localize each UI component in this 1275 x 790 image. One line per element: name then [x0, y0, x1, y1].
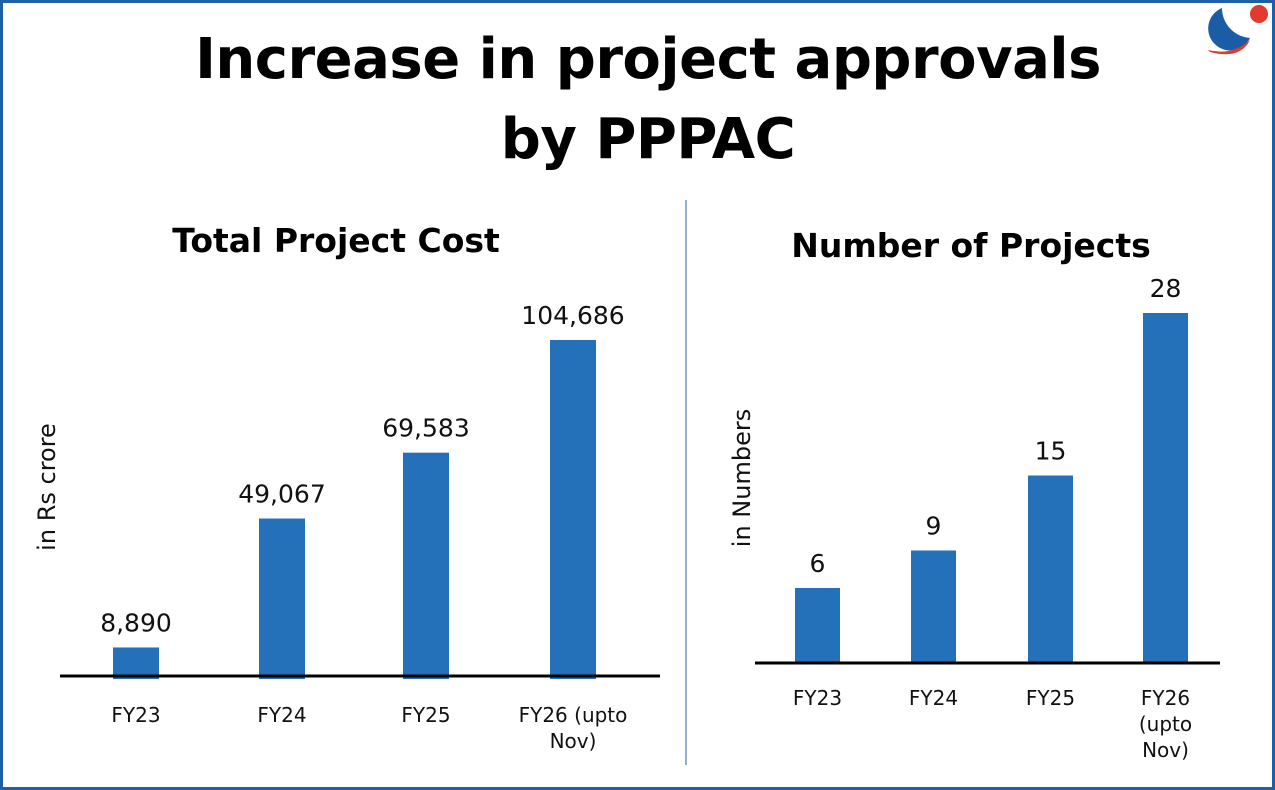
x-tick-label: FY25	[1026, 686, 1075, 710]
x-tick-label: Nov)	[1142, 738, 1189, 762]
bar-fy25	[403, 452, 449, 679]
x-tick-label: FY23	[111, 703, 160, 727]
y-axis-label: in Rs crore	[33, 423, 61, 551]
chart-title: Total Project Cost	[172, 221, 500, 260]
x-tick-label: FY26	[1141, 686, 1190, 710]
chart-title: Number of Projects	[791, 226, 1151, 265]
data-label: 9	[926, 512, 942, 541]
x-tick-label: FY24	[909, 686, 958, 710]
bar-fy26	[1143, 313, 1188, 663]
data-label: 28	[1150, 274, 1182, 303]
x-tick-label: FY23	[793, 686, 842, 710]
data-label: 6	[810, 549, 826, 578]
y-axis-label: in Numbers	[728, 409, 756, 547]
data-label: 49,067	[238, 480, 325, 509]
bar-fy24	[259, 518, 305, 679]
data-label: 69,583	[382, 414, 469, 443]
bar-fy25	[1028, 475, 1073, 663]
main-title-line-2: by PPPAC	[501, 107, 796, 172]
x-tick-label: Nov)	[550, 729, 597, 753]
globe-swoosh-logo	[1208, 5, 1268, 55]
x-tick-label: FY26 (upto	[519, 703, 628, 727]
number-of-projects-chart: Number of Projects in Numbers 6 FY23 9 FY24 15…	[728, 226, 1220, 762]
x-tick-label: FY25	[401, 703, 450, 727]
x-tick-label: (upto	[1139, 712, 1192, 736]
data-label: 15	[1035, 437, 1067, 466]
bar-fy26 (upto	[550, 340, 596, 679]
data-label: 104,686	[521, 301, 624, 330]
bar-fy24	[911, 550, 956, 663]
x-tick-label: FY24	[257, 703, 306, 727]
bar-fy23	[113, 647, 159, 679]
total-project-cost-chart: Total Project Cost in Rs crore 8,890 FY23 49…	[33, 221, 660, 753]
bar-fy23	[795, 588, 840, 663]
data-label: 8,890	[100, 608, 172, 637]
main-title-line-1: Increase in project approvals	[195, 27, 1101, 92]
